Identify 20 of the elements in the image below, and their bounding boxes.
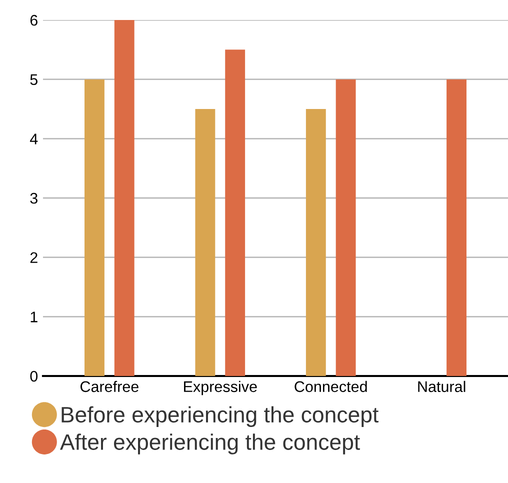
y-tick-label: 3: [30, 192, 38, 204]
x-tick-label: Connected: [294, 380, 367, 392]
bar: [225, 50, 246, 376]
bar: [446, 79, 466, 376]
bar: [84, 79, 104, 376]
bar: [114, 20, 134, 376]
y-tick-label: 0: [30, 370, 38, 382]
bar: [306, 109, 326, 376]
bar: [336, 79, 356, 376]
y-tick-label: 6: [30, 14, 38, 26]
x-tick-label: Expressive: [184, 380, 257, 396]
y-tick-label: 5: [30, 74, 38, 86]
bar: [195, 109, 216, 376]
y-tick-label: 4: [30, 134, 38, 144]
x-tick-label: Carefree: [80, 380, 138, 392]
legend-label: After experiencing the concept: [60, 434, 360, 454]
x-tick-label: Natural: [418, 380, 466, 392]
legend-label: Before experiencing the concept: [62, 406, 379, 427]
y-tick-label: 2: [30, 252, 38, 263]
y-tick-label: 1: [30, 312, 38, 322]
